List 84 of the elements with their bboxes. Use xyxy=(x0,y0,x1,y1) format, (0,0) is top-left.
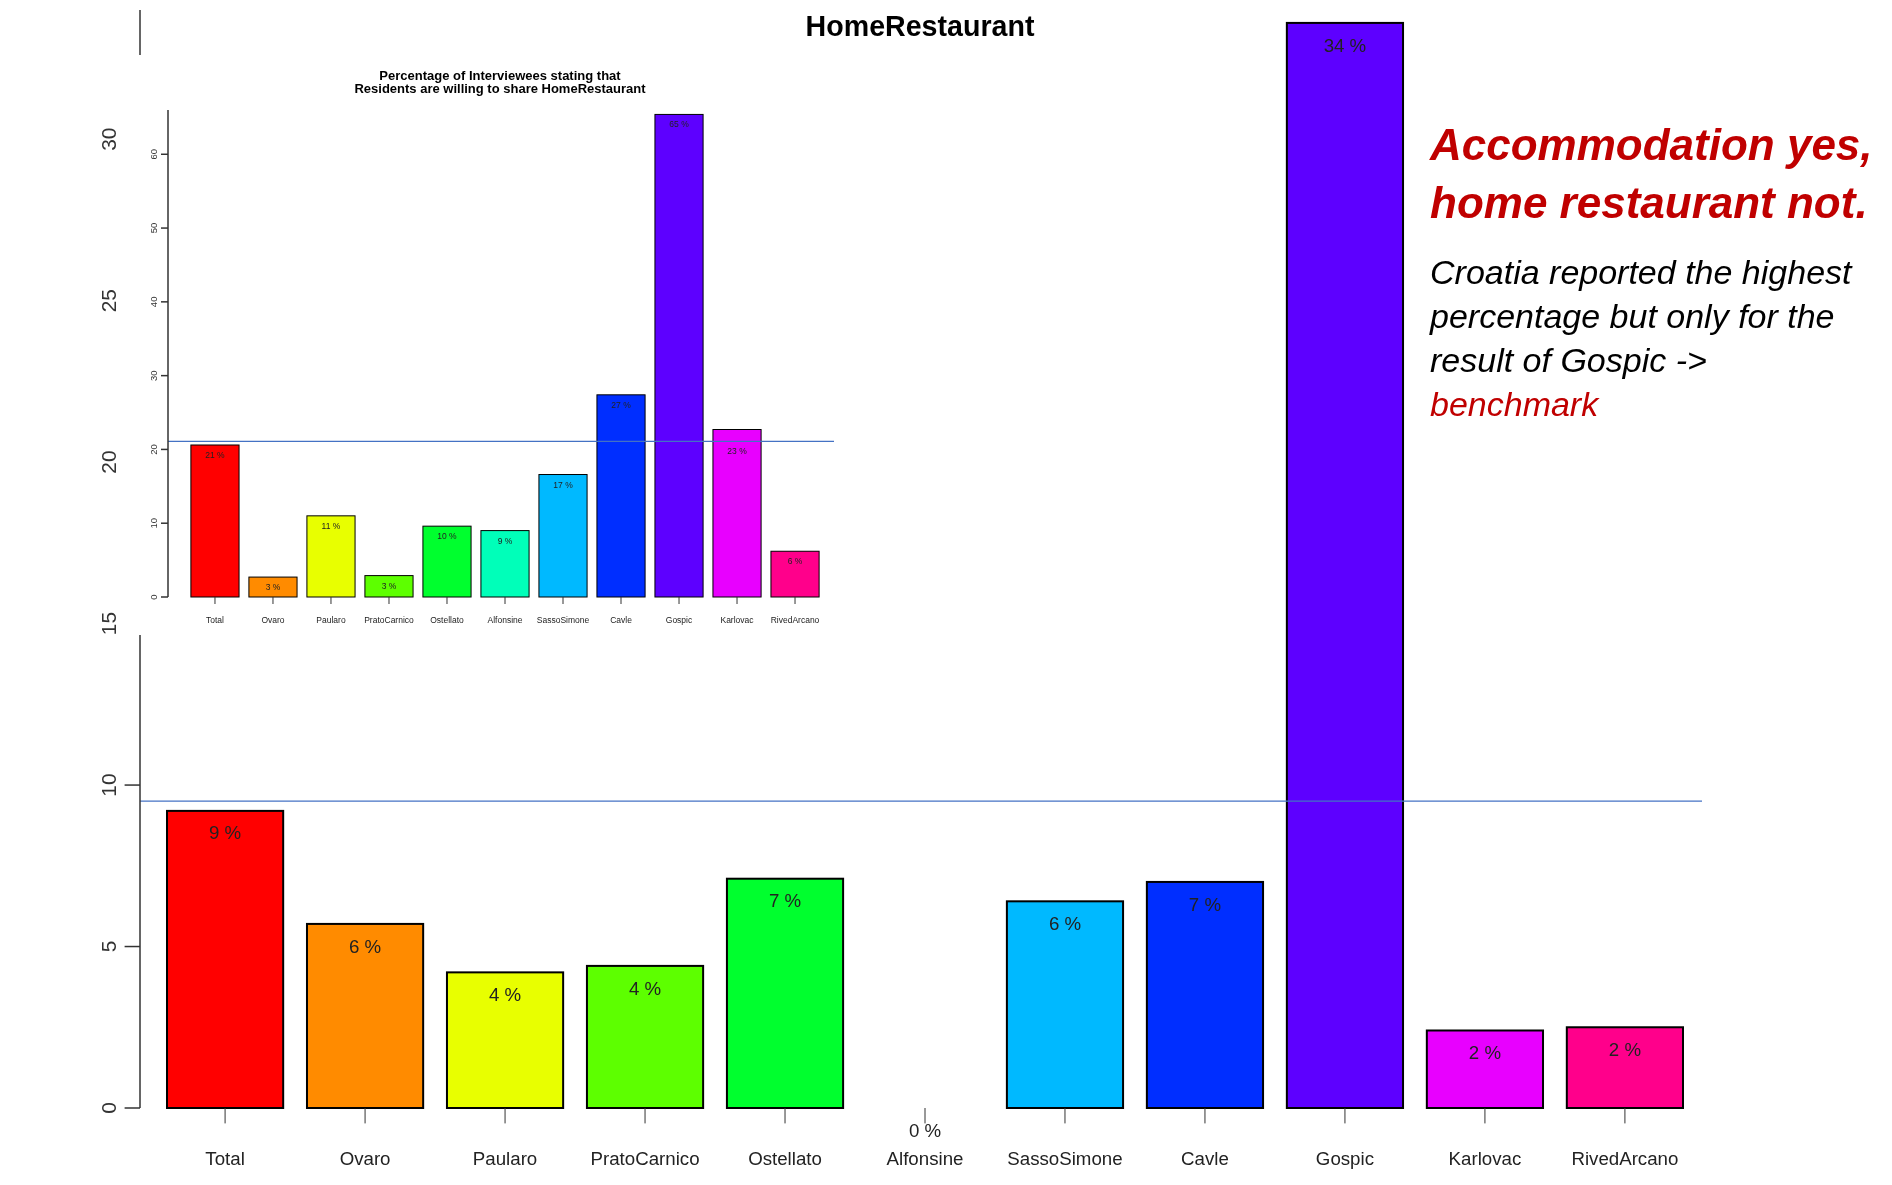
bar xyxy=(585,964,705,1109)
x-tick-label: Paularo xyxy=(316,615,346,625)
y-tick-label: 30 xyxy=(96,127,120,151)
x-tick-label: Gospic xyxy=(665,615,693,625)
y-tick-label: 50 xyxy=(148,222,159,234)
y-tick-label: 15 xyxy=(96,611,120,636)
bar xyxy=(1565,1026,1685,1109)
x-tick-label: Karlovac xyxy=(1448,1148,1522,1170)
bar xyxy=(1425,1029,1545,1109)
x-tick-label: Paularo xyxy=(472,1148,538,1170)
bar xyxy=(654,113,704,598)
data-label: 6 % xyxy=(1048,912,1082,934)
x-tick-label: Alfonsine xyxy=(487,615,523,625)
y-tick-label: 20 xyxy=(96,450,120,474)
chart-title: HomeRestaurant xyxy=(805,10,1035,42)
x-tick-label: Karlovac xyxy=(720,615,755,625)
text: Croatia reported the highest percentage but only for the result of Gospic -> xyxy=(1430,253,1852,379)
x-tick-label: Total xyxy=(205,615,225,625)
data-label: 9 % xyxy=(208,822,242,844)
x-tick-label: Alfonsine xyxy=(886,1148,964,1170)
y-tick-label: 5 xyxy=(96,940,120,953)
bar xyxy=(445,971,565,1109)
data-label: 3 % xyxy=(381,580,397,591)
x-tick-label: SassoSimone xyxy=(536,615,590,625)
data-label: 2 % xyxy=(1608,1038,1642,1060)
bar xyxy=(306,515,356,598)
x-tick-label: Cavle xyxy=(610,615,633,625)
data-label: 27 % xyxy=(611,399,632,410)
x-tick-label: Ovaro xyxy=(261,615,285,625)
y-tick-label: 30 xyxy=(148,370,159,381)
y-tick-label: 25 xyxy=(96,289,120,313)
x-tick-label: Total xyxy=(205,1148,245,1170)
x-tick-label: RivedArcano xyxy=(770,615,820,625)
data-label: 23 % xyxy=(727,446,748,457)
bar xyxy=(480,530,530,598)
y-tick-label: 20 xyxy=(148,444,159,455)
x-tick-label: Gospic xyxy=(1315,1148,1375,1170)
bar xyxy=(166,809,285,1109)
data-label: 10 % xyxy=(437,531,458,542)
y-tick-label: 40 xyxy=(148,296,159,308)
data-label: 6 % xyxy=(348,935,382,957)
annotation: Accommodation yes, home restaurant not. xyxy=(1429,120,1873,227)
x-tick-label: Ostellato xyxy=(748,1148,822,1170)
bar xyxy=(422,525,472,598)
data-label: 21 % xyxy=(205,450,226,460)
data-label: 11 % xyxy=(321,520,341,531)
data-label: 4 % xyxy=(628,977,662,999)
x-tick-label: Ovaro xyxy=(339,1148,391,1170)
y-tick-label: 10 xyxy=(148,517,159,529)
annotation: benchmark xyxy=(1430,385,1601,423)
bar xyxy=(190,444,240,598)
data-label: 7 % xyxy=(1188,893,1222,915)
data-label: 65 % xyxy=(669,119,690,130)
y-tick-label: 60 xyxy=(148,148,159,160)
x-tick-label: Ostellato xyxy=(430,615,465,625)
bar xyxy=(770,550,820,598)
bar xyxy=(1005,900,1125,1109)
data-label: 17 % xyxy=(553,479,574,490)
x-tick-label: RivedArcano xyxy=(1571,1148,1679,1170)
chart-title: Percentage of Interviewees stating that Residents are willing to share HomeRestaurant xyxy=(354,68,647,96)
bar xyxy=(1145,880,1265,1109)
data-label: 4 % xyxy=(488,983,522,1005)
data-label: 7 % xyxy=(768,890,802,912)
y-tick-label: 0 xyxy=(148,594,159,600)
data-label: 3 % xyxy=(265,582,281,593)
bar xyxy=(725,877,845,1109)
y-tick-label: 10 xyxy=(96,773,120,797)
bar xyxy=(248,576,298,598)
data-label: 34 % xyxy=(1323,34,1367,56)
bar xyxy=(364,575,414,598)
bar xyxy=(305,922,425,1109)
data-label: 2 % xyxy=(1468,1042,1502,1064)
data-label: 0 % xyxy=(908,1119,942,1141)
bar xyxy=(712,429,762,598)
x-tick-label: PratoCarnico xyxy=(590,1148,700,1170)
bar xyxy=(538,474,588,598)
data-label: 6 % xyxy=(787,556,803,567)
data-label: 9 % xyxy=(497,535,513,546)
x-tick-label: PratoCarnico xyxy=(364,615,415,625)
x-tick-label: SassoSimone xyxy=(1007,1148,1123,1170)
y-tick-label: 0 xyxy=(96,1102,120,1114)
bar xyxy=(1285,21,1405,1109)
x-tick-label: Cavle xyxy=(1181,1148,1229,1170)
bar xyxy=(596,394,646,598)
